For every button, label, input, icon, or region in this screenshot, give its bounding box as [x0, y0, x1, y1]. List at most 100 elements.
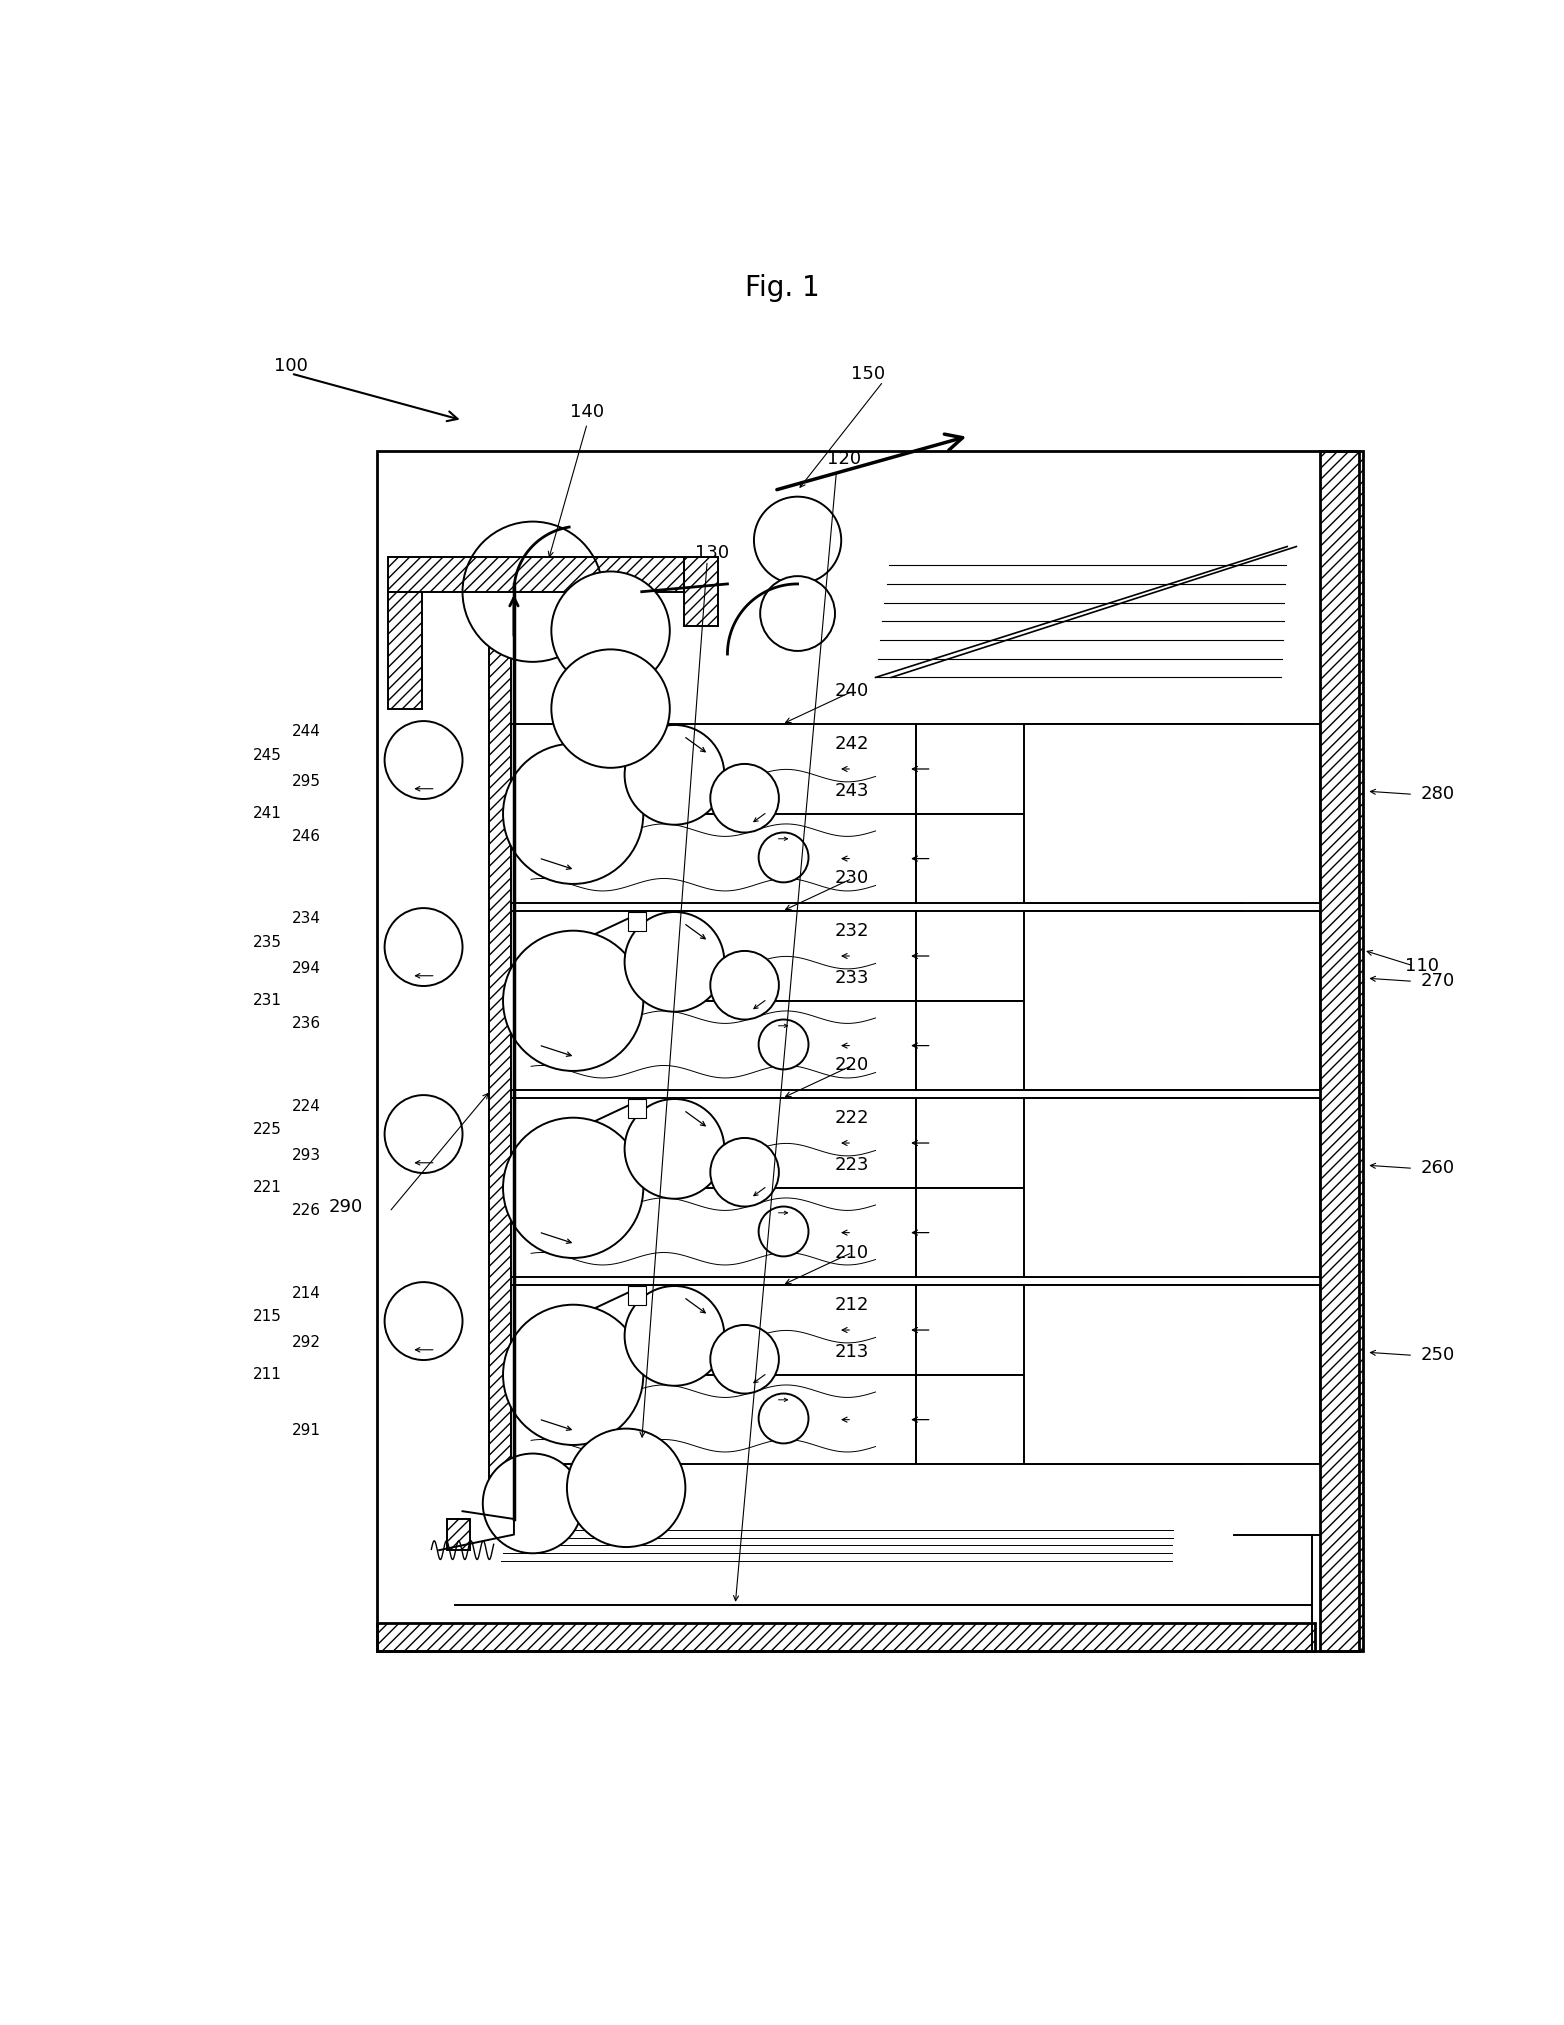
Text: 242: 242	[835, 735, 870, 753]
Bar	[511, 814, 917, 903]
Circle shape	[385, 1282, 463, 1361]
Bar	[1320, 452, 1364, 1652]
Circle shape	[624, 1100, 724, 1199]
Circle shape	[624, 1286, 724, 1385]
Bar	[511, 1286, 917, 1375]
Bar	[511, 725, 917, 814]
Bar	[917, 1098, 1243, 1189]
Bar	[627, 911, 646, 932]
Bar	[511, 1189, 917, 1278]
Text: 213: 213	[835, 1343, 870, 1361]
Bar	[511, 911, 917, 1000]
Bar	[917, 725, 1243, 814]
Text: 232: 232	[835, 923, 870, 940]
Text: 223: 223	[835, 1156, 870, 1174]
Bar	[917, 1286, 1243, 1375]
Text: 220: 220	[835, 1057, 870, 1075]
Bar	[447, 1519, 471, 1551]
Text: 221: 221	[253, 1179, 282, 1195]
Circle shape	[483, 1454, 582, 1553]
Bar	[627, 1286, 646, 1304]
Bar	[917, 1000, 1243, 1089]
Circle shape	[385, 721, 463, 800]
Text: 244: 244	[292, 725, 321, 739]
Text: 130: 130	[694, 545, 729, 561]
Circle shape	[504, 1304, 643, 1446]
Circle shape	[385, 907, 463, 986]
Text: 215: 215	[253, 1308, 282, 1324]
Circle shape	[760, 577, 835, 650]
Text: 294: 294	[292, 962, 321, 976]
Circle shape	[463, 522, 602, 662]
Circle shape	[385, 1096, 463, 1172]
Bar	[1023, 725, 1320, 903]
Bar	[917, 1189, 1243, 1278]
Circle shape	[710, 1138, 779, 1207]
Circle shape	[566, 1428, 685, 1547]
Text: 150: 150	[851, 364, 885, 383]
Text: 214: 214	[292, 1286, 321, 1300]
Text: Fig. 1: Fig. 1	[744, 273, 820, 302]
Circle shape	[759, 1207, 809, 1256]
Text: 291: 291	[292, 1424, 321, 1438]
Text: 120: 120	[827, 450, 862, 468]
Circle shape	[759, 1393, 809, 1444]
Text: 231: 231	[253, 992, 282, 1008]
Text: 243: 243	[835, 782, 870, 800]
Bar	[388, 591, 422, 709]
Bar	[490, 591, 511, 1519]
Text: 236: 236	[292, 1017, 321, 1031]
Text: 233: 233	[835, 970, 870, 988]
Text: 230: 230	[835, 869, 870, 887]
Bar	[1023, 911, 1320, 1089]
Text: 212: 212	[835, 1296, 870, 1314]
Circle shape	[552, 650, 669, 767]
Text: 250: 250	[1422, 1347, 1455, 1365]
Text: 260: 260	[1422, 1160, 1455, 1177]
Circle shape	[710, 1324, 779, 1393]
Circle shape	[710, 763, 779, 832]
Circle shape	[504, 932, 643, 1071]
Circle shape	[710, 952, 779, 1019]
Circle shape	[754, 496, 841, 583]
Circle shape	[759, 1019, 809, 1069]
Bar	[917, 911, 1243, 1000]
Text: 226: 226	[292, 1203, 321, 1217]
Bar	[917, 814, 1243, 903]
Text: 225: 225	[253, 1122, 282, 1136]
Text: 280: 280	[1422, 786, 1455, 804]
Bar	[1023, 1286, 1320, 1464]
Text: 140: 140	[571, 403, 604, 421]
Bar	[627, 1100, 646, 1118]
Circle shape	[504, 1118, 643, 1258]
Text: 224: 224	[292, 1098, 321, 1114]
Text: 211: 211	[253, 1367, 282, 1381]
Text: 210: 210	[835, 1243, 870, 1262]
Bar	[377, 452, 1359, 1652]
Circle shape	[624, 725, 724, 824]
Text: 241: 241	[253, 806, 282, 820]
Text: 222: 222	[835, 1110, 870, 1128]
Text: 292: 292	[292, 1334, 321, 1351]
Text: 290: 290	[328, 1199, 363, 1217]
Text: 234: 234	[292, 911, 321, 927]
Text: 293: 293	[292, 1148, 321, 1164]
Bar	[377, 1624, 1315, 1652]
Bar	[388, 557, 683, 591]
Bar	[511, 1375, 917, 1464]
Bar	[1023, 1098, 1320, 1278]
Text: 110: 110	[1406, 956, 1439, 974]
Circle shape	[624, 911, 724, 1012]
Text: 100: 100	[274, 356, 308, 375]
Text: 235: 235	[253, 936, 282, 950]
Circle shape	[504, 743, 643, 885]
Bar	[917, 1375, 1243, 1464]
Text: 245: 245	[253, 747, 282, 763]
Bar	[511, 1000, 917, 1089]
Text: 240: 240	[835, 682, 870, 701]
Bar	[627, 725, 646, 743]
Bar	[683, 557, 718, 626]
Text: 295: 295	[292, 774, 321, 790]
Circle shape	[552, 571, 669, 691]
Text: 246: 246	[292, 828, 321, 844]
